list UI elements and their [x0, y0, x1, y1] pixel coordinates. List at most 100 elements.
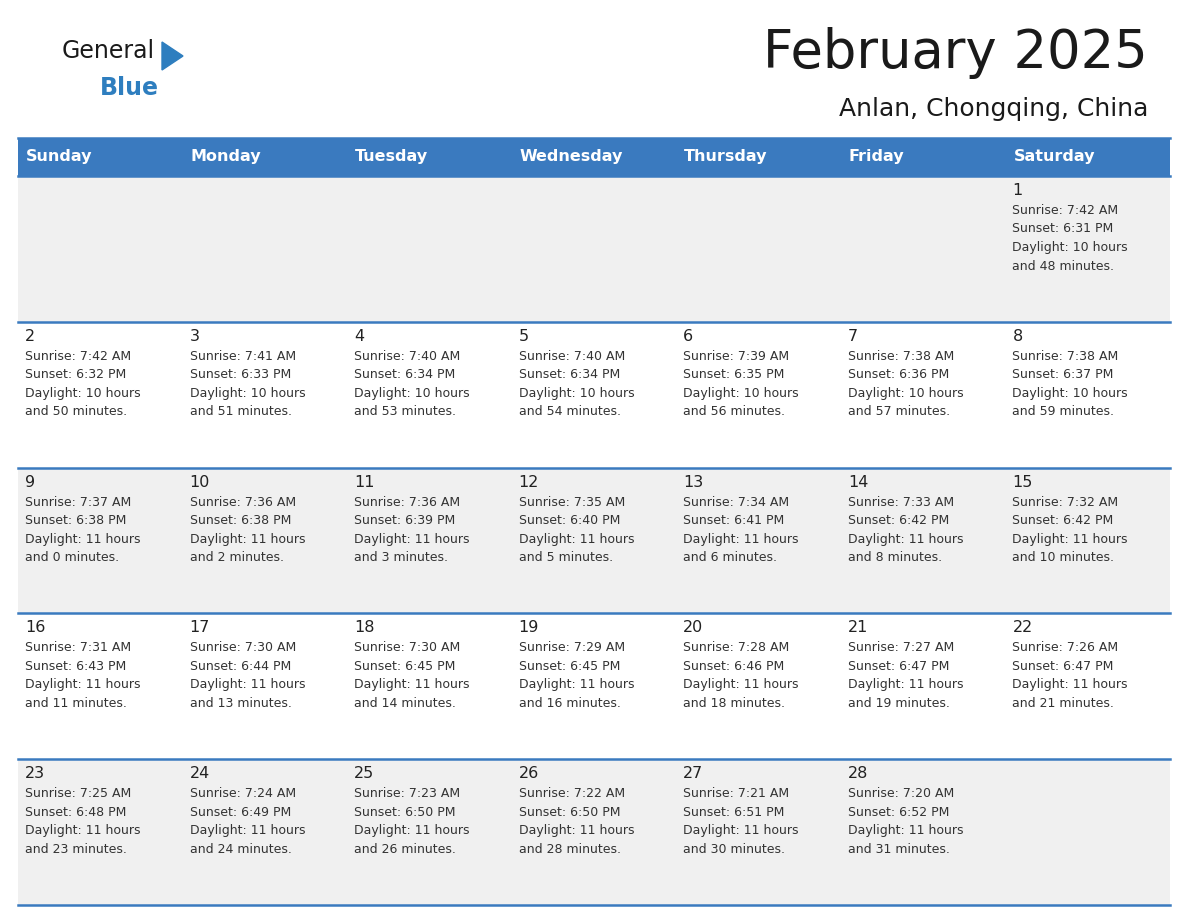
Text: 18: 18: [354, 621, 374, 635]
Text: Sunset: 6:34 PM: Sunset: 6:34 PM: [354, 368, 455, 381]
Text: and 31 minutes.: and 31 minutes.: [848, 843, 949, 856]
Text: Sunset: 6:31 PM: Sunset: 6:31 PM: [1012, 222, 1113, 236]
Bar: [18, 759, 1170, 905]
Text: and 56 minutes.: and 56 minutes.: [683, 406, 785, 419]
Text: and 8 minutes.: and 8 minutes.: [848, 551, 942, 564]
Text: and 14 minutes.: and 14 minutes.: [354, 697, 456, 710]
Text: Daylight: 10 hours: Daylight: 10 hours: [354, 386, 469, 400]
Text: Anlan, Chongqing, China: Anlan, Chongqing, China: [839, 97, 1148, 121]
Text: Tuesday: Tuesday: [355, 150, 428, 164]
Text: 5: 5: [519, 329, 529, 344]
Text: 11: 11: [354, 475, 374, 489]
Text: Daylight: 11 hours: Daylight: 11 hours: [519, 532, 634, 545]
Text: Sunset: 6:47 PM: Sunset: 6:47 PM: [848, 660, 949, 673]
Text: Daylight: 11 hours: Daylight: 11 hours: [848, 678, 963, 691]
Text: and 10 minutes.: and 10 minutes.: [1012, 551, 1114, 564]
Text: Sunrise: 7:42 AM: Sunrise: 7:42 AM: [25, 350, 131, 363]
Text: 25: 25: [354, 767, 374, 781]
Text: Sunrise: 7:33 AM: Sunrise: 7:33 AM: [848, 496, 954, 509]
Text: 12: 12: [519, 475, 539, 489]
Text: and 59 minutes.: and 59 minutes.: [1012, 406, 1114, 419]
Text: 13: 13: [683, 475, 703, 489]
Text: 4: 4: [354, 329, 365, 344]
Text: and 3 minutes.: and 3 minutes.: [354, 551, 448, 564]
Text: Sunrise: 7:23 AM: Sunrise: 7:23 AM: [354, 788, 460, 800]
Text: Sunset: 6:40 PM: Sunset: 6:40 PM: [519, 514, 620, 527]
Text: Daylight: 10 hours: Daylight: 10 hours: [683, 386, 798, 400]
Text: Sunrise: 7:27 AM: Sunrise: 7:27 AM: [848, 642, 954, 655]
Text: Sunrise: 7:31 AM: Sunrise: 7:31 AM: [25, 642, 131, 655]
Text: and 16 minutes.: and 16 minutes.: [519, 697, 620, 710]
Text: 16: 16: [25, 621, 45, 635]
Text: and 2 minutes.: and 2 minutes.: [190, 551, 284, 564]
Text: Sunset: 6:41 PM: Sunset: 6:41 PM: [683, 514, 784, 527]
Text: and 19 minutes.: and 19 minutes.: [848, 697, 949, 710]
Text: Sunset: 6:39 PM: Sunset: 6:39 PM: [354, 514, 455, 527]
Text: and 57 minutes.: and 57 minutes.: [848, 406, 950, 419]
Bar: [18, 467, 1170, 613]
Text: Sunset: 6:32 PM: Sunset: 6:32 PM: [25, 368, 126, 381]
Text: Daylight: 11 hours: Daylight: 11 hours: [848, 532, 963, 545]
Text: February 2025: February 2025: [763, 27, 1148, 79]
Text: and 50 minutes.: and 50 minutes.: [25, 406, 127, 419]
Text: Sunset: 6:34 PM: Sunset: 6:34 PM: [519, 368, 620, 381]
Text: and 5 minutes.: and 5 minutes.: [519, 551, 613, 564]
Text: Sunrise: 7:28 AM: Sunrise: 7:28 AM: [683, 642, 790, 655]
Text: Daylight: 11 hours: Daylight: 11 hours: [848, 824, 963, 837]
Text: Daylight: 11 hours: Daylight: 11 hours: [683, 824, 798, 837]
Text: Sunset: 6:50 PM: Sunset: 6:50 PM: [354, 806, 456, 819]
Text: Sunset: 6:52 PM: Sunset: 6:52 PM: [848, 806, 949, 819]
Text: Daylight: 11 hours: Daylight: 11 hours: [25, 678, 140, 691]
Text: and 11 minutes.: and 11 minutes.: [25, 697, 127, 710]
Text: Sunset: 6:50 PM: Sunset: 6:50 PM: [519, 806, 620, 819]
Text: Daylight: 11 hours: Daylight: 11 hours: [1012, 532, 1127, 545]
Text: Sunrise: 7:24 AM: Sunrise: 7:24 AM: [190, 788, 296, 800]
Text: Sunrise: 7:42 AM: Sunrise: 7:42 AM: [1012, 204, 1119, 217]
Text: 23: 23: [25, 767, 45, 781]
Text: Sunrise: 7:26 AM: Sunrise: 7:26 AM: [1012, 642, 1119, 655]
Text: Sunset: 6:43 PM: Sunset: 6:43 PM: [25, 660, 126, 673]
Text: and 23 minutes.: and 23 minutes.: [25, 843, 127, 856]
Text: Sunset: 6:38 PM: Sunset: 6:38 PM: [190, 514, 291, 527]
Text: Daylight: 11 hours: Daylight: 11 hours: [1012, 678, 1127, 691]
Text: 10: 10: [190, 475, 210, 489]
Text: 14: 14: [848, 475, 868, 489]
Text: Sunrise: 7:30 AM: Sunrise: 7:30 AM: [190, 642, 296, 655]
Text: and 13 minutes.: and 13 minutes.: [190, 697, 291, 710]
Text: Daylight: 11 hours: Daylight: 11 hours: [519, 824, 634, 837]
Text: and 54 minutes.: and 54 minutes.: [519, 406, 620, 419]
Text: Sunrise: 7:38 AM: Sunrise: 7:38 AM: [848, 350, 954, 363]
Text: 20: 20: [683, 621, 703, 635]
Text: Sunrise: 7:36 AM: Sunrise: 7:36 AM: [354, 496, 460, 509]
Text: and 18 minutes.: and 18 minutes.: [683, 697, 785, 710]
Text: Daylight: 11 hours: Daylight: 11 hours: [25, 824, 140, 837]
Text: Daylight: 11 hours: Daylight: 11 hours: [25, 532, 140, 545]
Text: 2: 2: [25, 329, 36, 344]
Text: Daylight: 10 hours: Daylight: 10 hours: [190, 386, 305, 400]
Text: Sunrise: 7:34 AM: Sunrise: 7:34 AM: [683, 496, 789, 509]
Text: Sunset: 6:37 PM: Sunset: 6:37 PM: [1012, 368, 1114, 381]
Text: 1: 1: [1012, 183, 1023, 198]
Text: Sunrise: 7:29 AM: Sunrise: 7:29 AM: [519, 642, 625, 655]
Text: and 28 minutes.: and 28 minutes.: [519, 843, 620, 856]
Text: General: General: [62, 39, 156, 63]
Text: Daylight: 10 hours: Daylight: 10 hours: [25, 386, 140, 400]
Text: 8: 8: [1012, 329, 1023, 344]
Text: Daylight: 11 hours: Daylight: 11 hours: [354, 532, 469, 545]
Text: Sunset: 6:45 PM: Sunset: 6:45 PM: [354, 660, 455, 673]
Text: Sunrise: 7:25 AM: Sunrise: 7:25 AM: [25, 788, 131, 800]
Text: Sunrise: 7:40 AM: Sunrise: 7:40 AM: [519, 350, 625, 363]
Text: Daylight: 11 hours: Daylight: 11 hours: [190, 532, 305, 545]
Text: Wednesday: Wednesday: [519, 150, 623, 164]
Text: Sunrise: 7:39 AM: Sunrise: 7:39 AM: [683, 350, 789, 363]
Text: Saturday: Saturday: [1013, 150, 1095, 164]
Text: 17: 17: [190, 621, 210, 635]
Bar: [18, 613, 1170, 759]
Text: 22: 22: [1012, 621, 1032, 635]
Text: Daylight: 11 hours: Daylight: 11 hours: [354, 824, 469, 837]
Text: 27: 27: [683, 767, 703, 781]
Text: and 6 minutes.: and 6 minutes.: [683, 551, 777, 564]
Text: and 48 minutes.: and 48 minutes.: [1012, 260, 1114, 273]
Text: Daylight: 10 hours: Daylight: 10 hours: [519, 386, 634, 400]
Text: Daylight: 10 hours: Daylight: 10 hours: [848, 386, 963, 400]
